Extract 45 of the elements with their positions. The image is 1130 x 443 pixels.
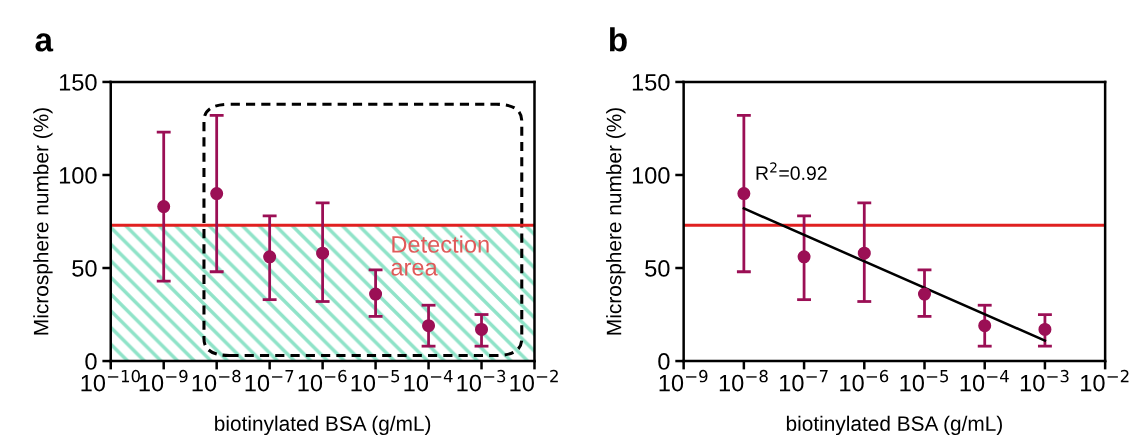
x-tick-label: 10$^{−5}$ [351, 370, 400, 392]
point [978, 319, 992, 333]
x-tick-label: 10$^{−3}$ [1020, 369, 1069, 392]
point [475, 322, 489, 336]
y-axis-title: Microsphere number (%) [33, 108, 53, 335]
x-tick-label: 10$^{−6}$ [298, 369, 347, 392]
x-tick-label: 10$^{−7}$ [780, 370, 828, 392]
point [369, 287, 383, 301]
point [422, 319, 436, 333]
x-tick-label: 10$^{−5}$ [900, 370, 949, 392]
y-tick-label: 50 [645, 260, 670, 277]
x-tick-label: 10$^{−3}$ [457, 369, 506, 392]
annotation: R$^{2}$=0.92 [756, 162, 827, 181]
y-tick-label: 150 [59, 74, 97, 91]
point [263, 250, 277, 264]
x-tick-label: 10$^{−8}$ [719, 369, 768, 392]
x-tick-label: 10$^{−9}$ [659, 369, 708, 392]
x-axis-title: biotinylated BSA (g/mL) [786, 415, 1002, 436]
point [737, 187, 751, 201]
x-tick-label: 10$^{−10}$ [81, 369, 140, 392]
x-tick-label: 10$^{−4}$ [960, 370, 1009, 392]
x-tick-label: 10$^{−9}$ [139, 369, 188, 392]
y-tick-label: 100 [632, 167, 670, 184]
x-tick-label: 10$^{−7}$ [245, 370, 294, 392]
x-tick-label: 10$^{−2}$ [510, 369, 558, 392]
chart-title: b [609, 27, 627, 52]
x-axis-title: biotinylated BSA (g/mL) [215, 415, 431, 436]
point [316, 246, 330, 260]
point [210, 187, 224, 201]
point [917, 287, 932, 301]
x-tick-label: 10$^{−8}$ [192, 369, 241, 392]
point [157, 200, 171, 214]
y-tick-label: 0 [658, 353, 670, 370]
y-tick-label: 100 [59, 167, 97, 184]
point [797, 250, 811, 264]
chart-title: a [35, 33, 54, 52]
x-tick-label: 10$^{−4}$ [404, 370, 453, 392]
y-axis-title: Microsphere number (%) [606, 108, 626, 335]
y-tick-label: 50 [72, 260, 97, 277]
point [857, 246, 871, 260]
y-tick-label: 150 [632, 74, 670, 91]
y-tick-label: 0 [85, 353, 97, 370]
x-tick-label: 10$^{−6}$ [840, 369, 889, 392]
x-tick-label: 10$^{−2}$ [1081, 369, 1129, 392]
point [1038, 322, 1052, 336]
